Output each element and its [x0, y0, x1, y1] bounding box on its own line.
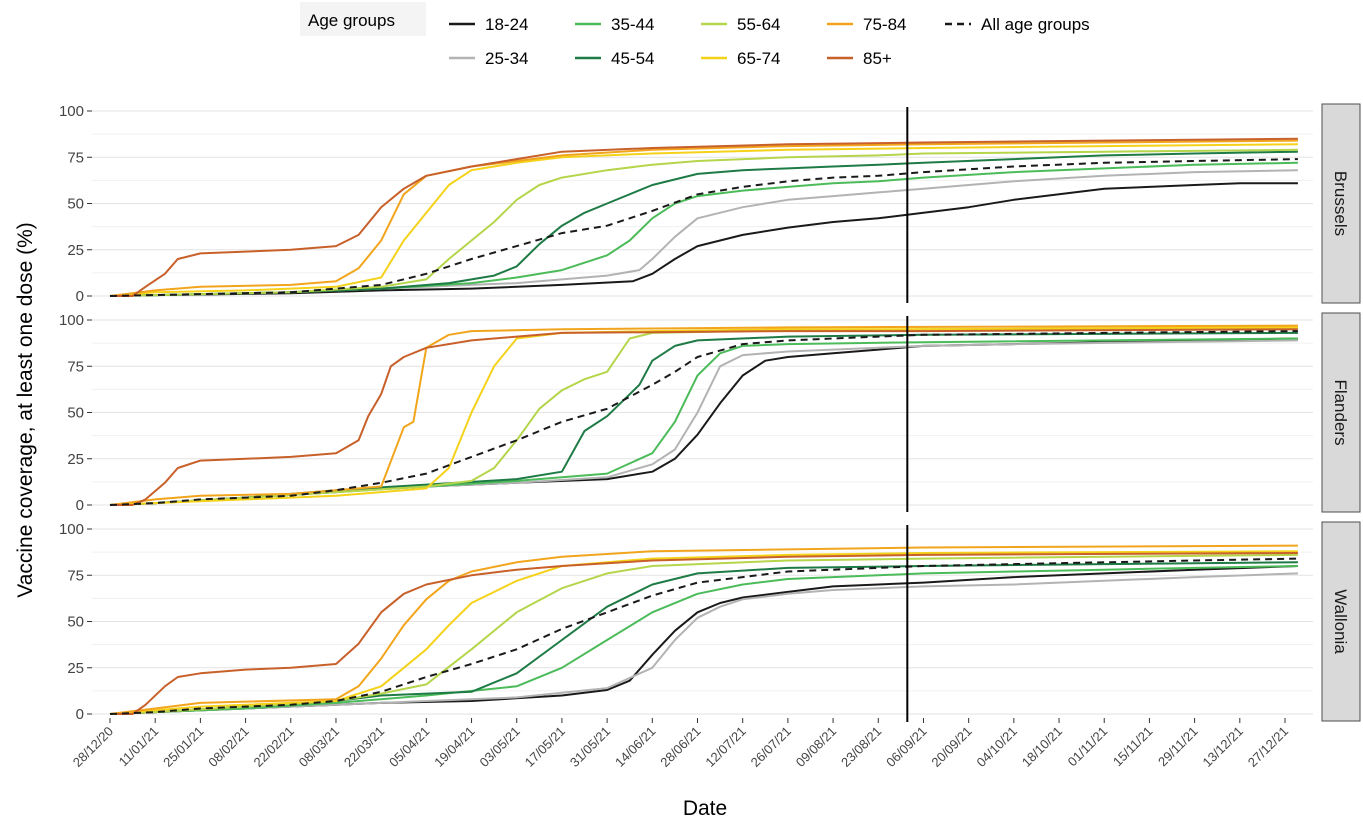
series-line-45-54: [109, 150, 1298, 297]
y-tick-label: 25: [67, 660, 84, 677]
legend-label: 75-84: [863, 15, 906, 34]
x-tick-label: 11/01/21: [116, 724, 162, 770]
x-tick-label: 20/09/21: [928, 724, 974, 770]
series-line-18-24: [109, 565, 1298, 715]
y-tick-label: 100: [59, 312, 84, 329]
x-tick-label: 25/01/21: [160, 724, 206, 770]
legend-label: 45-54: [611, 49, 654, 68]
legend-label: 55-64: [737, 15, 780, 34]
series-line-45-54: [109, 331, 1298, 506]
x-tick-label: 17/05/21: [522, 724, 568, 770]
y-axis-title: Vaccine coverage, at least one dose (%): [14, 222, 37, 598]
series-line-85: [110, 137, 1298, 297]
x-axis-title: Date: [683, 797, 727, 818]
y-tick-label: 25: [67, 451, 84, 468]
x-tick-label: 05/04/21: [386, 724, 432, 770]
series-line-25-34: [109, 339, 1298, 506]
legend-title-background: [300, 2, 426, 36]
strip-label-wallonia: Wallonia: [1331, 589, 1350, 654]
series-line-85: [110, 552, 1298, 715]
x-tick-label: 13/12/21: [1200, 724, 1246, 770]
strip-label-brussels: Brussels: [1331, 171, 1350, 236]
panel-wallonia: 0 25 50 75 100 Wallonia: [59, 521, 1361, 723]
series-line-35-44: [109, 337, 1298, 506]
x-tick-label: 26/07/21: [748, 724, 794, 770]
legend-label: 18-24: [485, 15, 528, 34]
y-tick-label: 75: [67, 358, 84, 375]
y-tick-label: 100: [59, 103, 84, 120]
x-tick-label: 14/06/21: [612, 724, 658, 770]
x-tick-label: 06/09/21: [883, 724, 929, 770]
legend-label: 35-44: [611, 15, 654, 34]
y-tick-label: 50: [67, 614, 84, 631]
x-tick-label: 27/12/21: [1245, 724, 1291, 770]
y-tick-label: 50: [67, 196, 84, 213]
panels: 0 25 50 75 100 Brussels 0 25 50 75 100 Flanders 0 25 5…: [59, 103, 1361, 723]
series-line-55-64: [109, 148, 1298, 297]
strip-label-background: [1321, 103, 1361, 304]
y-tick-label: 0: [76, 497, 84, 514]
x-tick-label: 22/03/21: [341, 724, 387, 770]
panel-flanders: 0 25 50 75 100 Flanders: [59, 312, 1361, 514]
legend-title: Age groups: [308, 11, 395, 30]
strip-label-background: [1321, 312, 1361, 513]
y-tick-label: 50: [67, 405, 84, 422]
y-tick-label: 75: [67, 149, 84, 166]
series-line-25-34: [109, 572, 1298, 715]
x-tick-label: 28/06/21: [657, 724, 703, 770]
panel-brussels: 0 25 50 75 100 Brussels: [59, 103, 1361, 305]
x-axis: 28/12/20 11/01/2125/01/2108/02/2122/02/21…: [70, 718, 1291, 770]
x-tick-label: 01/11/21: [1065, 724, 1111, 770]
series-line-18-24: [109, 182, 1298, 297]
y-tick-label: 25: [67, 242, 84, 259]
y-tick-label: 100: [59, 521, 84, 538]
x-tick-label: 08/03/21: [296, 724, 342, 770]
series-line-65-74: [109, 550, 1298, 715]
x-tick-label: 03/05/21: [476, 724, 522, 770]
legend-label: All age groups: [981, 15, 1090, 34]
x-tick-label: 18/10/21: [1019, 724, 1065, 770]
series-line-75-84: [109, 324, 1298, 506]
x-tick-label: 28/12/20: [70, 724, 116, 770]
legend-label: 65-74: [737, 49, 780, 68]
strip-label-background: [1321, 521, 1361, 722]
x-tick-label: 29/11/21: [1155, 724, 1201, 770]
x-tick-label: 23/08/21: [838, 724, 884, 770]
series-line-all-age-groups: [109, 557, 1298, 715]
x-tick-label: 12/07/21: [702, 724, 748, 770]
y-tick-label: 0: [76, 706, 84, 723]
x-tick-label: 31/05/21: [567, 724, 613, 770]
y-tick-label: 75: [67, 567, 84, 584]
series-line-all-age-groups: [109, 330, 1298, 506]
series-line-75-84: [109, 544, 1298, 715]
series-line-85: [110, 328, 1298, 506]
y-tick-label: 0: [76, 288, 84, 305]
series-line-all-age-groups: [109, 158, 1298, 297]
strip-label-flanders: Flanders: [1331, 379, 1350, 445]
series-line-18-24: [109, 337, 1298, 506]
x-tick-label: 04/10/21: [974, 724, 1020, 770]
series-line-65-74: [109, 326, 1298, 506]
legend-label: 25-34: [485, 49, 528, 68]
x-tick-label: 15/11/21: [1110, 724, 1156, 770]
series-line-35-44: [109, 565, 1298, 715]
x-tick-label: 09/08/21: [793, 724, 839, 770]
legend: Age groups 18-24 25-34 35-44 45-54 55-64 65-7…: [300, 2, 1090, 68]
series-line-65-74: [109, 143, 1298, 297]
series-line-55-64: [109, 326, 1298, 506]
x-tick-label: 19/04/21: [431, 724, 477, 770]
series-line-35-44: [109, 161, 1298, 297]
x-tick-label: 22/02/21: [250, 724, 296, 770]
legend-label: 85+: [863, 49, 892, 68]
x-tick-label: 08/02/21: [205, 724, 251, 770]
series-line-55-64: [109, 553, 1298, 715]
